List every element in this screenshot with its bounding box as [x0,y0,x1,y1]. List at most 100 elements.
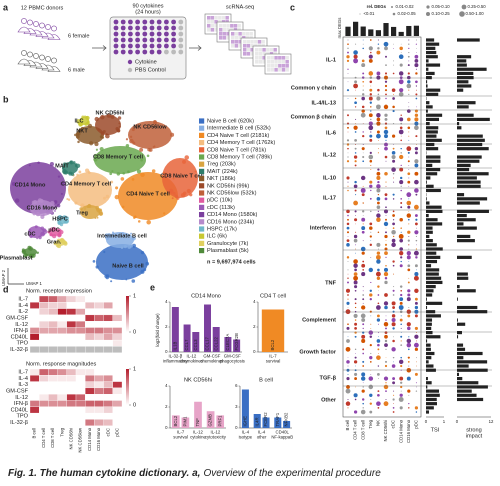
deg-dot [399,167,404,172]
deg-dot [393,273,395,275]
impact-bar [457,393,477,397]
heat-cell [48,412,58,420]
cell-dots [115,127,119,131]
deg-dot [354,160,357,163]
heat-cell [39,375,49,382]
deg-dot [346,377,350,381]
screen-cell [255,52,259,56]
row-label: IL-4 [18,376,28,382]
group-label: chemokines [180,359,203,364]
cluster-label: ILC [74,118,83,124]
well [113,49,119,55]
deg-dot [400,43,402,45]
legend-swatch [199,168,205,174]
deg-dot [406,117,411,122]
deg-dot [414,171,419,176]
well [135,31,141,37]
deg-dot [377,393,380,397]
column-label: cDC [391,420,396,428]
deg-dot [416,106,417,108]
tsi-bar [426,376,428,381]
heat-cell [39,302,49,309]
heatmap-title: Norm. receptor expression [26,288,92,294]
deg-dot [353,184,358,189]
heat-cell [66,302,77,309]
deg-dot [347,68,349,70]
chart-title: CD4 T cell [260,293,286,299]
screen-cell [262,60,266,64]
legend-label: Intermediate B cell (532k) [207,126,271,132]
group-label: survival [266,359,281,364]
group-label: isotype [239,435,253,440]
impact-bar [457,335,459,339]
tsi-bar [426,188,441,193]
deg-dot [362,323,365,326]
heat-cell [112,412,123,420]
deg-dot [347,407,349,409]
screen-cell [246,48,251,52]
deg-dot [376,217,381,222]
tsi-bar [426,46,436,50]
deg-dot [362,215,364,216]
deg-dot [362,352,365,355]
heat-cell [66,333,77,341]
deg-dot [378,353,379,354]
cluster [128,121,172,149]
tsi-bar [426,84,428,88]
max-degs-bar [406,25,412,36]
impact-bar [457,159,480,163]
screen-cell [255,56,259,60]
screen-cell [218,16,222,20]
bar [194,401,202,428]
deg-dot [362,348,365,351]
deg-dot [353,393,358,398]
tsi-bar [426,109,428,113]
tsi-bar [426,393,440,397]
deg-dot [362,223,364,225]
deg-dot [377,390,380,393]
screen-cell [261,40,265,44]
gene-label: TNF [195,418,200,427]
bar [183,324,191,352]
heat-cell [39,406,49,414]
cell-dots [94,217,97,220]
legend-label: NK CD56hi (99k) [207,183,249,189]
deg-dot [407,55,410,58]
deg-dot [376,71,381,76]
heat-cell [66,400,77,407]
deg-dot [414,372,418,376]
tsi-bar [426,335,441,339]
umap-1-label: UMAP 1 [26,281,43,286]
deg-dot [361,230,365,234]
column-label: Treg [368,419,373,428]
group-label: IL-7 [177,430,185,435]
deg-dot [347,357,349,359]
deg-dot [399,264,403,268]
umap-axes [7,268,24,285]
cell-dots [100,131,105,136]
deg-dot [383,376,389,381]
well [178,25,184,31]
cluster-label: Gran. [47,239,62,245]
bar [233,339,241,352]
cluster [106,232,134,248]
deg-dot [406,213,412,218]
legend-swatch [199,197,205,203]
group-label: IL-6 [326,130,336,136]
legend-label: ILC (6k) [207,234,227,240]
heat-cell [103,419,113,426]
deg-dot [414,334,419,339]
cell-dots [11,182,16,186]
heat-cell [75,368,86,376]
deg-dot [415,332,417,334]
tsi-bar [426,67,429,71]
heat-cell [66,394,77,401]
deg-dot [353,50,358,55]
deg-dot [383,104,389,110]
heat-cell [112,346,123,353]
deg-dot [368,330,374,335]
heat-cell [29,302,40,309]
deg-dot [369,101,372,104]
impact-tick: 12 [489,419,494,424]
cell-dots [49,227,55,232]
